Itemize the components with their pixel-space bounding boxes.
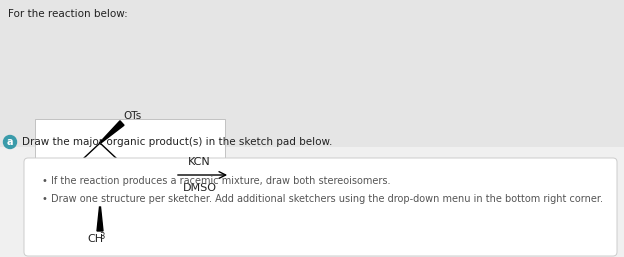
Text: KCN: KCN: [188, 157, 211, 167]
Polygon shape: [100, 121, 124, 143]
Circle shape: [4, 135, 16, 149]
Text: OTs: OTs: [123, 111, 141, 121]
Text: DMSO: DMSO: [182, 183, 217, 193]
Text: • Draw one structure per sketcher. Add additional sketchers using the drop-down : • Draw one structure per sketcher. Add a…: [42, 194, 603, 204]
Text: For the reaction below:: For the reaction below:: [8, 9, 128, 19]
Text: • If the reaction produces a racemic mixture, draw both stereoisomers.: • If the reaction produces a racemic mix…: [42, 176, 391, 186]
FancyBboxPatch shape: [24, 158, 617, 256]
Text: a: a: [7, 137, 13, 147]
Bar: [0, 147, 624, 257]
Text: 3: 3: [99, 232, 104, 241]
Text: CH: CH: [87, 234, 103, 244]
FancyBboxPatch shape: [35, 119, 225, 239]
Polygon shape: [97, 207, 103, 231]
Text: Draw the major organic product(s) in the sketch pad below.: Draw the major organic product(s) in the…: [22, 137, 333, 147]
